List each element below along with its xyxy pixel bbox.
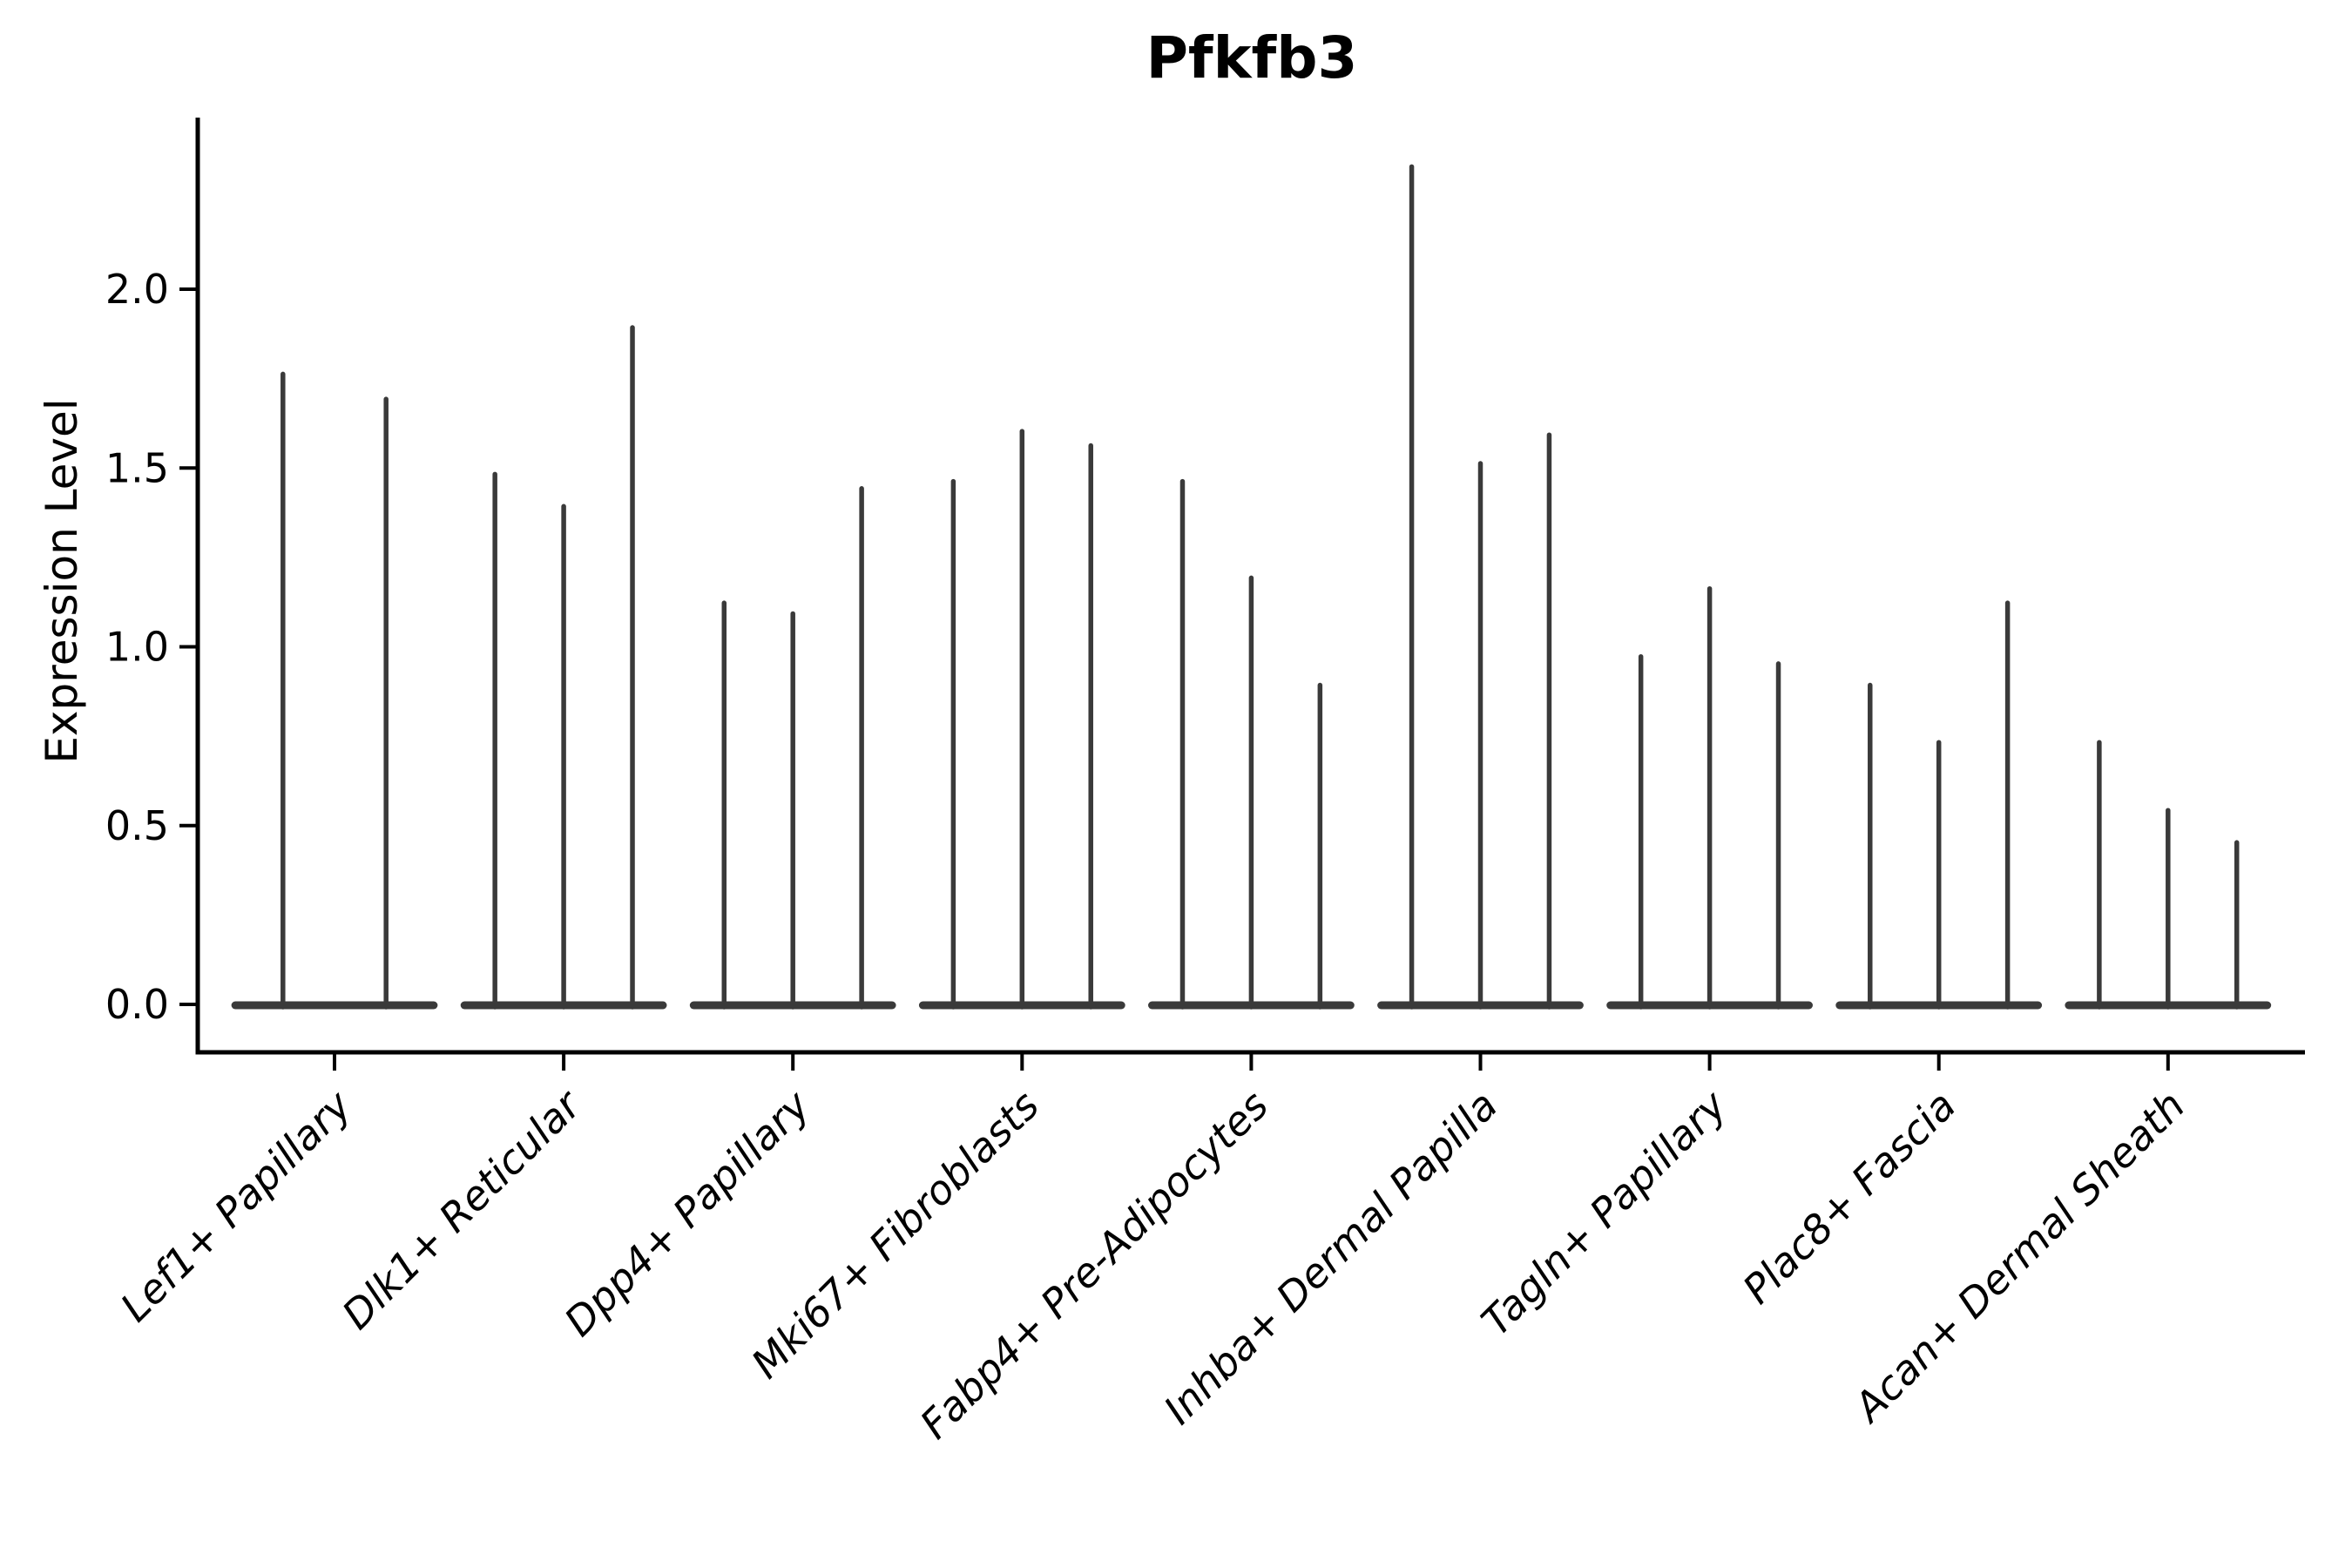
violin-base-band: [231, 1001, 438, 1010]
x-tick-label: Plac8+ Fascia: [1734, 1082, 1964, 1313]
y-tick-label: 1.5: [105, 444, 169, 491]
y-tick-label: 0.0: [105, 981, 169, 1028]
chart-title: Pfkfb3: [1146, 24, 1358, 91]
x-tick-label: Dpp4+ Papillary: [555, 1081, 819, 1345]
y-tick-label: 1.0: [105, 624, 169, 671]
y-tick-label: 2.0: [105, 266, 169, 313]
y-tick-label: 0.5: [105, 802, 169, 849]
x-tick-label: Dlk1+ Reticular: [333, 1079, 591, 1338]
x-tick-label: Tagln+ Papillary: [1472, 1081, 1736, 1345]
x-tick-label: Lef1+ Papillary: [112, 1081, 361, 1330]
